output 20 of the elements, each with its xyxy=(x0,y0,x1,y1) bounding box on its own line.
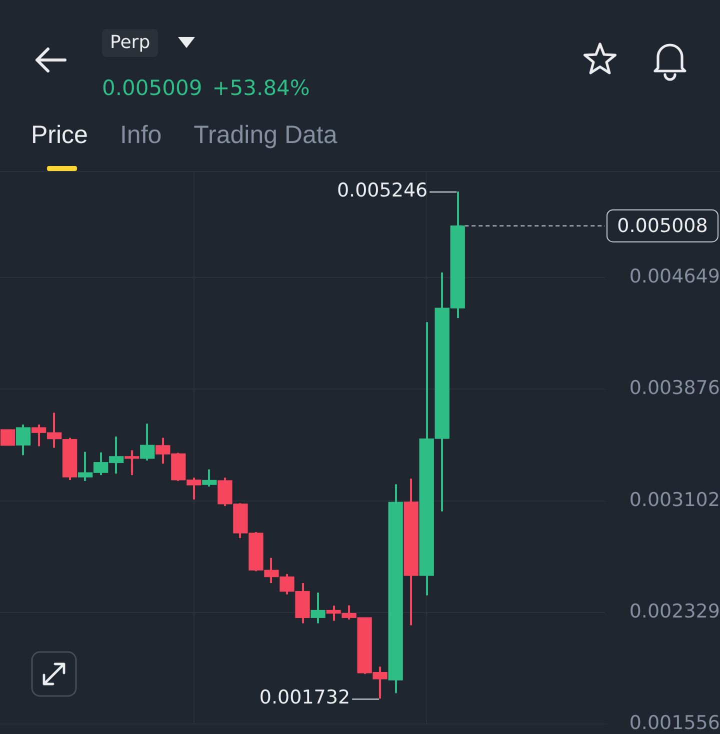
candlestick xyxy=(16,424,31,456)
candlestick xyxy=(310,592,326,624)
text: Price xyxy=(31,120,88,150)
y-tick-label: 0.001556 xyxy=(629,712,720,734)
y-tick-label: 0.002329 xyxy=(629,600,720,622)
candlestick xyxy=(124,449,140,476)
text: Perp xyxy=(102,29,158,57)
annotation: 0.001732 xyxy=(259,686,350,709)
y-tick-label: 0.004649 xyxy=(629,266,720,288)
candlestick xyxy=(0,429,16,446)
annotation: 0.005246 xyxy=(336,179,428,202)
ref-line-label: 0.005008 xyxy=(617,214,708,237)
text: Trading Data xyxy=(194,120,338,150)
y-tick-label: 0.003102 xyxy=(629,488,720,511)
candlestick xyxy=(140,422,155,462)
text: Info xyxy=(120,120,162,150)
candlestick xyxy=(202,468,217,488)
text: 0.005009 xyxy=(102,75,202,102)
y-tick-label: 0.003876 xyxy=(629,377,720,400)
text: +53.84% xyxy=(212,75,310,102)
